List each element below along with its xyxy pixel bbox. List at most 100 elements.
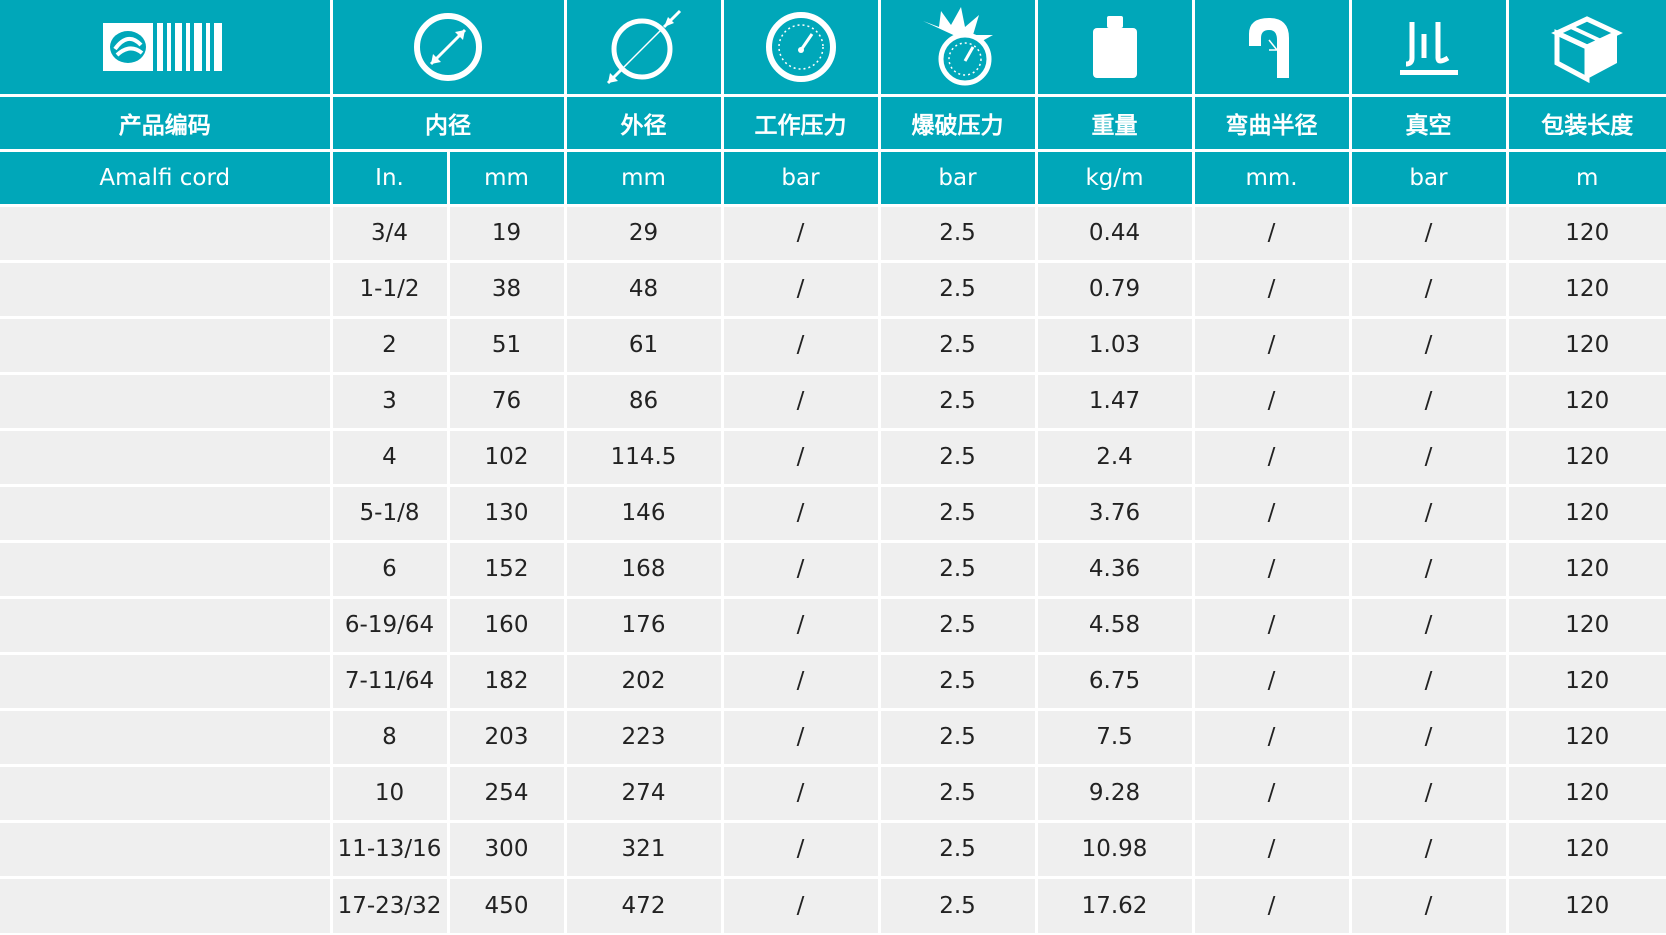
- cell-od: 321: [565, 819, 724, 877]
- table-row: 4 102 114.5/2.5 2.4//120: [0, 427, 1666, 485]
- cell-mm: 160: [448, 595, 567, 653]
- cell-weight: 4.36: [1036, 539, 1195, 597]
- unit-product-name: Amalfi cord: [0, 148, 333, 205]
- cell-wp: /: [722, 203, 881, 261]
- header-pack-length: 包装长度: [1507, 93, 1666, 150]
- cell-len: 120: [1507, 427, 1666, 485]
- cell-in: 3/4: [331, 203, 450, 261]
- cell-bend: /: [1193, 203, 1352, 261]
- cell-wp: /: [722, 371, 881, 429]
- cell-bp: 2.5: [879, 875, 1038, 933]
- package-icon-cell: [1507, 0, 1666, 95]
- table-row: 7-11/64 182 202/2.5 6.75//120: [0, 651, 1666, 709]
- cell-in: 1-1/2: [331, 259, 450, 317]
- inner-diameter-icon: [414, 12, 482, 81]
- cell-bp: 2.5: [879, 707, 1038, 765]
- table-row: 17-23/32 450 472/2.5 17.62//120: [0, 875, 1666, 933]
- unit-length: m: [1507, 148, 1666, 205]
- cell-weight: 1.47: [1036, 371, 1195, 429]
- cell-len: 120: [1507, 371, 1666, 429]
- cell-code: [0, 371, 333, 429]
- cell-bp: 2.5: [879, 651, 1038, 709]
- cell-vac: /: [1350, 651, 1509, 709]
- cell-weight: 9.28: [1036, 763, 1195, 821]
- unit-wp: bar: [722, 148, 881, 205]
- cell-bend: /: [1193, 483, 1352, 541]
- cell-vac: /: [1350, 595, 1509, 653]
- cell-weight: 17.62: [1036, 875, 1195, 933]
- table-row: 1-1/2 38 48/2.5 0.79//120: [0, 259, 1666, 317]
- cell-weight: 1.03: [1036, 315, 1195, 373]
- cell-weight: 0.44: [1036, 203, 1195, 261]
- table-row: 3/4 19 29/2.5 0.44//120: [0, 203, 1666, 261]
- cell-bp: 2.5: [879, 539, 1038, 597]
- cell-vac: /: [1350, 427, 1509, 485]
- cell-in: 3: [331, 371, 450, 429]
- cell-vac: /: [1350, 315, 1509, 373]
- cell-bend: /: [1193, 315, 1352, 373]
- table-row: 6 152 168/2.5 4.36//120: [0, 539, 1666, 597]
- unit-bend: mm.: [1193, 148, 1352, 205]
- table-row: 10 254 274/2.5 9.28//120: [0, 763, 1666, 821]
- cell-od: 61: [565, 315, 724, 373]
- vacuum-icon-cell: [1350, 0, 1509, 95]
- cell-bend: /: [1193, 763, 1352, 821]
- cell-bend: /: [1193, 539, 1352, 597]
- cell-vac: /: [1350, 819, 1509, 877]
- weight-icon-cell: [1036, 0, 1195, 95]
- cell-od: 146: [565, 483, 724, 541]
- cell-mm: 182: [448, 651, 567, 709]
- outer-diameter-icon: [606, 9, 681, 84]
- package-icon: [1551, 15, 1624, 83]
- cell-weight: 10.98: [1036, 819, 1195, 877]
- cell-vac: /: [1350, 875, 1509, 933]
- header-bend-radius: 弯曲半径: [1193, 93, 1352, 150]
- cell-in: 2: [331, 315, 450, 373]
- cell-len: 120: [1507, 707, 1666, 765]
- cell-bend: /: [1193, 819, 1352, 877]
- cell-bend: /: [1193, 651, 1352, 709]
- cell-len: 120: [1507, 595, 1666, 653]
- cell-bp: 2.5: [879, 371, 1038, 429]
- cell-bp: 2.5: [879, 819, 1038, 877]
- cell-vac: /: [1350, 707, 1509, 765]
- unit-id-in: In.: [331, 148, 450, 205]
- cell-od: 48: [565, 259, 724, 317]
- inner-diameter-icon-cell: [331, 0, 567, 95]
- cell-in: 7-11/64: [331, 651, 450, 709]
- cell-len: 120: [1507, 203, 1666, 261]
- cell-mm: 102: [448, 427, 567, 485]
- cell-bp: 2.5: [879, 259, 1038, 317]
- header-burst-pressure: 爆破压力: [879, 93, 1038, 150]
- cell-len: 120: [1507, 315, 1666, 373]
- header-product-code: 产品编码: [0, 93, 333, 150]
- cell-code: [0, 539, 333, 597]
- cell-mm: 51: [448, 315, 567, 373]
- header-vacuum: 真空: [1350, 93, 1509, 150]
- header-inner-diameter: 内径: [331, 93, 567, 150]
- cell-mm: 76: [448, 371, 567, 429]
- cell-mm: 152: [448, 539, 567, 597]
- cell-code: [0, 819, 333, 877]
- cell-code: [0, 763, 333, 821]
- cell-weight: 4.58: [1036, 595, 1195, 653]
- cell-bp: 2.5: [879, 595, 1038, 653]
- cell-in: 8: [331, 707, 450, 765]
- unit-row: Amalfi cord In. mm mm bar bar kg/m mm. b…: [0, 148, 1666, 205]
- table-row: 3 76 86/2.5 1.47//120: [0, 371, 1666, 429]
- cell-code: [0, 651, 333, 709]
- cell-code: [0, 707, 333, 765]
- cell-od: 274: [565, 763, 724, 821]
- cell-wp: /: [722, 595, 881, 653]
- cell-in: 11-13/16: [331, 819, 450, 877]
- data-rows: 3/4 19 29/2.5 0.44//120 1-1/2 38 48/2.5 0.79//1…: [0, 203, 1666, 933]
- cell-code: [0, 259, 333, 317]
- header-outer-diameter: 外径: [565, 93, 724, 150]
- cell-mm: 203: [448, 707, 567, 765]
- cell-len: 120: [1507, 483, 1666, 541]
- cell-len: 120: [1507, 819, 1666, 877]
- cell-od: 472: [565, 875, 724, 933]
- brand-logo-icon: [102, 22, 222, 71]
- cell-vac: /: [1350, 259, 1509, 317]
